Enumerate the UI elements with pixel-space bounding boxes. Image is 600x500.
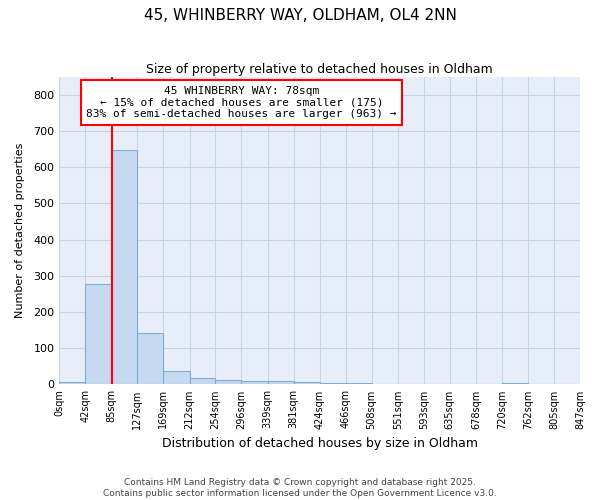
Title: Size of property relative to detached houses in Oldham: Size of property relative to detached ho… (146, 62, 493, 76)
Bar (268, 381, 293, 384)
Bar (241, 381, 268, 384)
Text: Contains HM Land Registry data © Crown copyright and database right 2025.
Contai: Contains HM Land Registry data © Crown c… (103, 478, 497, 498)
Bar (112, 150, 137, 384)
Bar (59, 382, 85, 384)
Bar (215, 380, 241, 384)
X-axis label: Distribution of detached houses by size in Oldham: Distribution of detached houses by size … (161, 437, 478, 450)
Bar (137, 333, 163, 384)
Bar (190, 378, 215, 384)
Bar (293, 382, 320, 384)
Bar (85, 284, 112, 384)
Y-axis label: Number of detached properties: Number of detached properties (15, 143, 25, 318)
Text: 45, WHINBERRY WAY, OLDHAM, OL4 2NN: 45, WHINBERRY WAY, OLDHAM, OL4 2NN (143, 8, 457, 22)
Bar (320, 382, 346, 384)
Bar (502, 383, 528, 384)
Text: 45 WHINBERRY WAY: 78sqm
← 15% of detached houses are smaller (175)
83% of semi-d: 45 WHINBERRY WAY: 78sqm ← 15% of detache… (86, 86, 397, 119)
Bar (163, 370, 190, 384)
